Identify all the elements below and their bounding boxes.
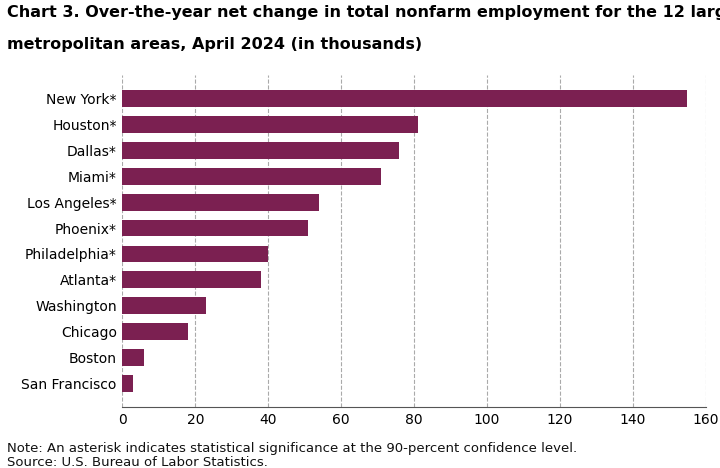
Bar <box>122 219 308 236</box>
Text: Note: An asterisk indicates statistical significance at the 90-percent confidenc: Note: An asterisk indicates statistical … <box>7 442 577 455</box>
Bar <box>122 375 133 392</box>
Text: Chart 3. Over-the-year net change in total nonfarm employment for the 12 largest: Chart 3. Over-the-year net change in tot… <box>7 5 720 20</box>
Bar <box>122 142 400 159</box>
Bar <box>122 116 418 133</box>
Bar <box>122 168 381 184</box>
Bar <box>122 194 319 211</box>
Bar <box>122 90 688 107</box>
Bar <box>122 271 261 288</box>
Text: metropolitan areas, April 2024 (in thousands): metropolitan areas, April 2024 (in thous… <box>7 37 423 52</box>
Bar <box>122 246 269 263</box>
Text: Source: U.S. Bureau of Labor Statistics.: Source: U.S. Bureau of Labor Statistics. <box>7 456 268 468</box>
Bar <box>122 323 188 340</box>
Bar <box>122 298 206 314</box>
Bar <box>122 349 144 366</box>
